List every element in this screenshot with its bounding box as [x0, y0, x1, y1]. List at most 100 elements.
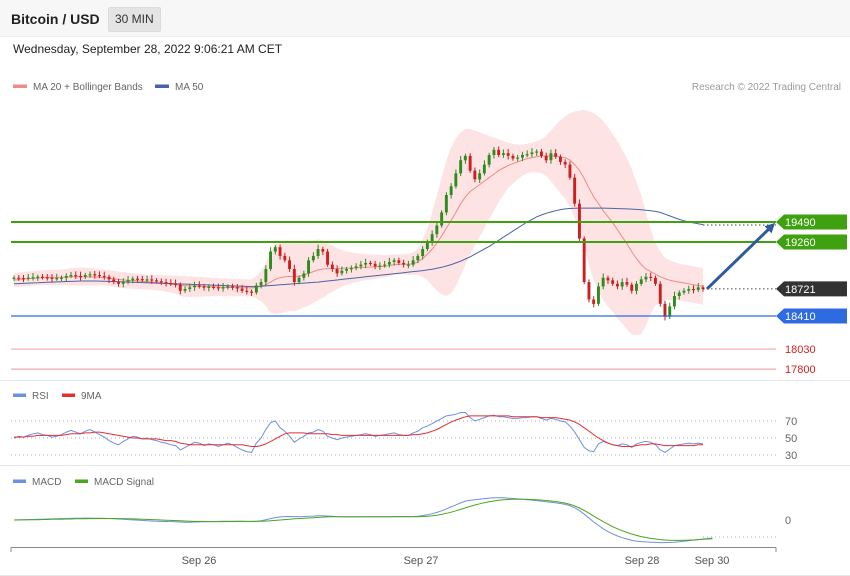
candle-body: [311, 255, 315, 261]
legend-swatch-macd-signal: [75, 479, 88, 483]
candle-body: [639, 279, 643, 284]
candle-body: [264, 269, 268, 283]
candle-body: [668, 306, 672, 317]
candle-body: [425, 242, 429, 249]
candle-body: [50, 277, 54, 279]
candle-body: [359, 264, 363, 267]
current-price-tag: [776, 281, 847, 297]
instrument-title: Bitcoin / USD: [11, 11, 100, 27]
candle-body: [454, 173, 458, 187]
candle-body: [202, 286, 206, 288]
candle-body: [635, 283, 638, 291]
candle-body: [687, 289, 691, 291]
candle-body: [677, 292, 681, 296]
candle-body: [41, 276, 44, 278]
candle-body: [273, 247, 277, 252]
candle-body: [136, 278, 139, 280]
candle-body: [31, 277, 35, 279]
candle-body: [121, 282, 125, 284]
x-tick-label: Sep 30: [695, 555, 730, 567]
candle-body: [440, 212, 444, 226]
candle-body: [26, 277, 30, 279]
candle-body: [140, 279, 144, 281]
rsi-tick-50: 50: [785, 433, 797, 445]
candle-body: [582, 238, 586, 282]
candle-body: [696, 287, 700, 290]
rsi-tick-70: 70: [785, 416, 797, 428]
candle-body: [540, 151, 543, 156]
candle-body: [444, 195, 448, 213]
support-label-18410: 18410: [785, 311, 816, 323]
candle-body: [226, 286, 230, 288]
candle-body: [340, 270, 344, 274]
candle-body: [482, 164, 486, 174]
candle-body: [630, 284, 634, 291]
candle-body: [511, 155, 515, 159]
resistance-tag-19490: [776, 214, 847, 230]
candle-body: [463, 155, 467, 161]
candle-body: [221, 287, 225, 289]
candle-body: [411, 260, 415, 265]
candle-body: [164, 282, 168, 284]
candle-body: [559, 156, 562, 162]
legend-label-rsi-9ma: 9MA: [81, 391, 102, 402]
candle-body: [155, 280, 158, 282]
candle-body: [178, 284, 182, 291]
candle-body: [354, 266, 358, 269]
candle-body: [587, 282, 591, 300]
candle-body: [478, 173, 482, 180]
ma50-line: [13, 207, 704, 288]
rsi-9ma-line: [14, 415, 703, 447]
candle-body: [373, 263, 377, 267]
resistance-tag-19260: [776, 234, 847, 250]
candle-body: [492, 149, 496, 155]
candle-body: [611, 280, 615, 284]
candle-body: [663, 303, 667, 317]
macd-pane: MACD MACD Signal 0: [13, 477, 791, 544]
candle-body: [530, 152, 534, 155]
candle-body: [159, 281, 163, 283]
candle-body: [330, 264, 334, 269]
macd-tick-0: 0: [785, 515, 791, 527]
candle-body: [22, 278, 25, 280]
candle-body: [269, 251, 272, 269]
candle-body: [335, 269, 339, 274]
support-label-17800: 17800: [785, 364, 816, 376]
candle-body: [17, 277, 21, 279]
legend-swatch-ma50: [155, 84, 169, 88]
macd-line: [13, 497, 713, 544]
candle-body: [235, 287, 239, 289]
candle-body: [302, 273, 306, 278]
candle-body: [502, 153, 505, 155]
candle-body: [473, 170, 477, 180]
interval-button[interactable]: 30 MIN: [108, 7, 161, 32]
legend-swatch-macd: [13, 479, 26, 483]
candle-body: [288, 260, 291, 269]
candle-body: [250, 291, 253, 293]
candle-body: [117, 282, 120, 284]
candle-body: [150, 279, 154, 281]
candle-body: [45, 277, 49, 279]
candle-body: [98, 275, 101, 277]
timestamp-label: Wednesday, September 28, 2022 9:06:21 AM…: [13, 42, 283, 56]
candle-body: [554, 153, 558, 157]
candle-body: [197, 285, 201, 287]
candle-body: [216, 287, 220, 289]
x-axis: Sep 26 Sep 27 Sep 28 Sep 30: [0, 547, 850, 576]
support-label-18030: 18030: [785, 344, 816, 356]
candle-body: [345, 269, 348, 271]
x-tick-label: Sep 27: [404, 555, 439, 567]
candle-body: [93, 274, 97, 276]
x-tick-label: Sep 28: [625, 555, 660, 567]
candle-body: [36, 276, 40, 278]
bollinger-band-area: [14, 109, 703, 336]
candle-body: [183, 289, 187, 291]
candle-body: [292, 269, 296, 283]
candle-body: [616, 283, 619, 287]
candle-body: [349, 268, 353, 270]
candle-body: [392, 260, 396, 262]
candle-body: [69, 275, 73, 277]
price-pane: MA 20 + Bollinger Bands MA 50 Research © 2…: [0, 62, 850, 381]
candle-body: [283, 255, 287, 261]
candle-body: [316, 249, 320, 256]
